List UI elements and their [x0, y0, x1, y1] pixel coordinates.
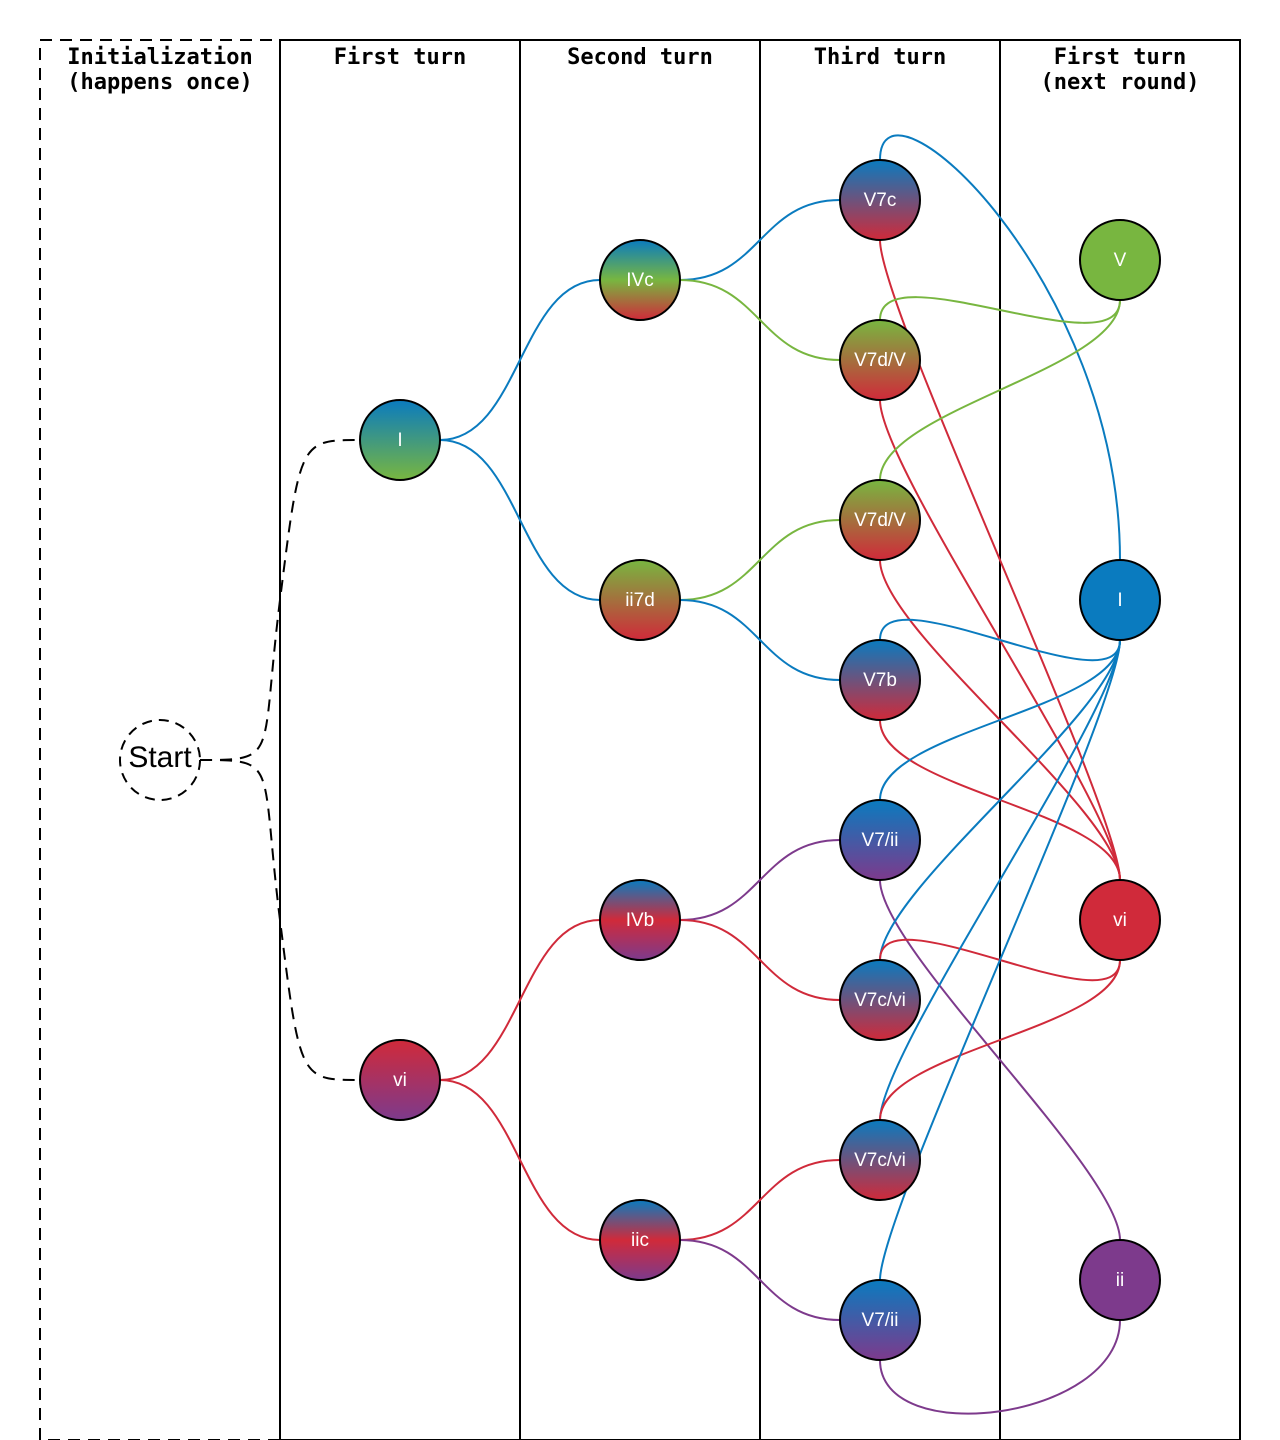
edge-t_V7ii_a-to-n_I [879, 639, 1121, 801]
chord-node-circle [839, 159, 921, 241]
edge-f_vi-to-s_IVb [439, 919, 601, 1081]
chord-node-t_V7dV_b: V7d/V [839, 479, 921, 561]
chord-node-label: V7c [864, 190, 897, 211]
edge-start-to-f_vi [199, 759, 361, 1081]
chord-node-n_I: I [1079, 559, 1161, 641]
edge-s_IVc-to-t_V7c [679, 199, 841, 281]
chord-node-label: V7/ii [862, 1310, 899, 1331]
chord-node-circle [359, 399, 441, 481]
edge-s_IVc-to-t_V7dV_a [679, 279, 841, 361]
chord-node-t_V7ii_a: V7/ii [839, 799, 921, 881]
chord-node-circle [1079, 1239, 1161, 1321]
chord-node-circle [839, 479, 921, 561]
next-column-title-line-1: First turn [1054, 45, 1186, 70]
chord-node-label: V7b [863, 670, 897, 691]
chord-node-circle [599, 1199, 681, 1281]
chord-node-t_V7cvi_b: V7c/vi [839, 1119, 921, 1201]
chord-node-circle [599, 879, 681, 961]
chord-node-t_V7c: V7c [839, 159, 921, 241]
chord-node-circle [839, 799, 921, 881]
edge-f_vi-to-s_iic [439, 1079, 601, 1241]
chord-node-label: V7/ii [862, 830, 899, 851]
chord-node-s_ii7d: ii7d [599, 559, 681, 641]
edge-t_V7c-to-n_vi [879, 239, 1121, 881]
chord-node-label: vi [393, 1070, 407, 1091]
edge-s_iic-to-t_V7cvi_b [679, 1159, 841, 1241]
chord-node-f_vi: vi [359, 1039, 441, 1121]
chord-node-t_V7dV_a: V7d/V [839, 319, 921, 401]
chord-node-n_ii: ii [1079, 1239, 1161, 1321]
transition-edges [199, 134, 1121, 1415]
chord-node-label: V7c/vi [854, 990, 906, 1011]
start-node-label: Start [128, 741, 192, 774]
chord-node-label: IVc [626, 270, 653, 291]
chord-node-label: iic [631, 1230, 649, 1251]
column-titles: Initialization (happens once) First turn… [67, 45, 1199, 95]
third-column-frame [759, 39, 1001, 1440]
first-column-title: First turn [334, 45, 466, 70]
next-column-title-line-2: (next round) [1041, 70, 1200, 95]
chord-node-s_IVb: IVb [599, 879, 681, 961]
edge-s_iic-to-t_V7ii_b [679, 1239, 841, 1321]
edge-f_I-to-s_IVc [439, 279, 601, 441]
init-column-title-line-2: (happens once) [67, 70, 252, 95]
chord-node-label: IVb [626, 910, 655, 931]
column-frames [39, 39, 1241, 1440]
chord-node-circle [839, 319, 921, 401]
chord-node-f_I: I [359, 399, 441, 481]
chord-node-circle [599, 559, 681, 641]
next-column-frame [999, 39, 1241, 1440]
edge-f_I-to-s_ii7d [439, 439, 601, 601]
chord-node-label: ii7d [625, 590, 655, 611]
chord-node-t_V7cvi_a: V7c/vi [839, 959, 921, 1041]
edge-s_IVb-to-t_V7cvi_a [679, 919, 841, 1001]
chord-node-circle [1079, 219, 1161, 301]
start-node: Start [119, 719, 201, 801]
chord-node-circle [1079, 559, 1161, 641]
chord-nodes: Ivi IVc ii7d IVb iic V7c V7d/V V7d/V V7b V7/ii V7c… [359, 159, 1161, 1361]
edge-t_V7ii_a-to-n_ii [879, 879, 1121, 1241]
chord-node-s_iic: iic [599, 1199, 681, 1281]
edge-t_V7ii_b-to-n_I [879, 639, 1121, 1281]
init-column-title-line-1: Initialization [67, 45, 252, 70]
chord-node-circle [599, 239, 681, 321]
chord-node-t_V7ii_b: V7/ii [839, 1279, 921, 1361]
chord-node-circle [839, 959, 921, 1041]
chord-node-circle [839, 1279, 921, 1361]
first-column-frame [279, 39, 521, 1440]
second-column-title: Second turn [567, 45, 713, 70]
chord-node-circle [1079, 879, 1161, 961]
edge-t_V7dV_a-to-n_V [879, 296, 1121, 324]
edge-t_V7dV_b-to-n_V [879, 299, 1121, 481]
chord-node-label: V [1114, 250, 1127, 271]
chord-node-n_V: V [1079, 219, 1161, 301]
chord-node-label: V7c/vi [854, 1150, 906, 1171]
chord-node-t_V7b: V7b [839, 639, 921, 721]
edge-t_V7ii_b-to-n_ii [879, 1319, 1121, 1415]
edge-t_V7cvi_b-to-n_vi [879, 959, 1121, 1121]
edge-t_V7b-to-n_I [879, 618, 1121, 662]
edge-start-to-f_I [199, 439, 361, 761]
edge-t_V7c-to-n_I [879, 134, 1121, 561]
edge-t_V7cvi_a-to-n_I [879, 639, 1121, 961]
chord-node-label: V7d/V [854, 350, 906, 371]
start-node-circle [119, 719, 201, 801]
chord-node-circle [839, 1119, 921, 1201]
edge-s_IVb-to-t_V7ii_a [679, 839, 841, 921]
chord-node-n_vi: vi [1079, 879, 1161, 961]
edge-s_ii7d-to-t_V7dV_b [679, 519, 841, 601]
chord-node-label: ii [1116, 1270, 1124, 1291]
chord-node-s_IVc: IVc [599, 239, 681, 321]
chord-node-label: V7d/V [854, 510, 906, 531]
chord-node-label: vi [1113, 910, 1127, 931]
chord-node-label: I [1117, 590, 1122, 611]
edge-t_V7cvi_b-to-n_I [879, 639, 1121, 1121]
third-column-title: Third turn [814, 45, 946, 70]
edge-s_ii7d-to-t_V7b [679, 599, 841, 681]
chord-node-circle [839, 639, 921, 721]
chord-node-circle [359, 1039, 441, 1121]
chord-node-label: I [397, 430, 402, 451]
